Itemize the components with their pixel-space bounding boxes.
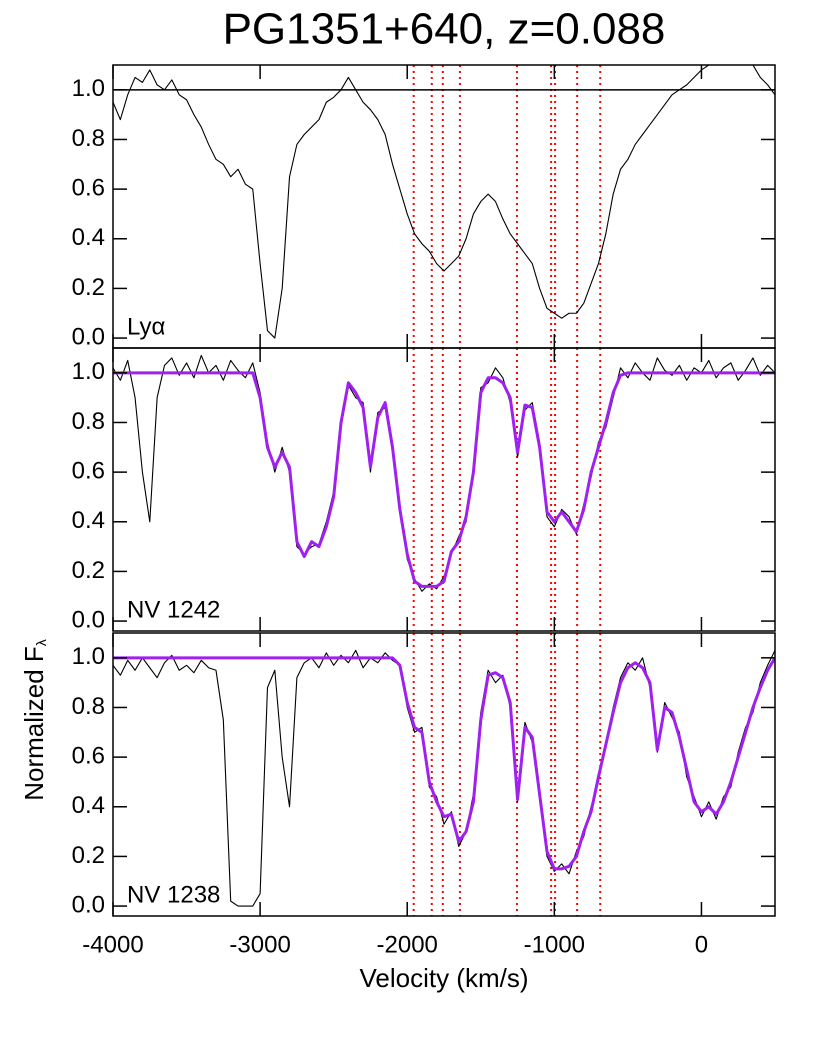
x-tick-label: -4000 — [82, 931, 143, 958]
x-tick-label: -1000 — [524, 931, 585, 958]
panel-label: Lyα — [127, 313, 165, 340]
spectrum-line — [113, 354, 775, 592]
panel-frame — [112, 347, 776, 632]
fit-line — [113, 656, 775, 871]
y-tick-label: 0.4 — [72, 507, 105, 534]
y-axis-label: Normalized Fλ — [19, 639, 49, 801]
panel-frame — [112, 632, 776, 917]
y-tick-label: 1.0 — [72, 643, 105, 670]
fit-line — [113, 371, 775, 588]
panel-plot — [113, 348, 775, 631]
panel-label: NV 1242 — [127, 596, 220, 623]
x-tick-label: 0 — [695, 931, 708, 958]
x-axis-label: Velocity (km/s) — [359, 963, 528, 993]
y-tick-label: 0.2 — [72, 842, 105, 869]
spectrum-line — [113, 649, 775, 907]
y-tick-label: 0.2 — [72, 557, 105, 584]
y-tick-label: 0.8 — [72, 408, 105, 435]
chart-title: PG1351+640, z=0.088 — [223, 5, 666, 54]
y-tick-label: 0.2 — [72, 274, 105, 301]
panel-label: NV 1238 — [127, 881, 220, 908]
y-tick-label: 0.4 — [72, 792, 105, 819]
panel-frame — [112, 64, 776, 349]
panel-plot — [113, 633, 775, 916]
y-tick-label: 0.0 — [72, 606, 105, 633]
y-axis-label-main: Normalized F — [19, 646, 49, 801]
y-tick-label: 0.0 — [72, 323, 105, 350]
y-tick-label: 0.6 — [72, 457, 105, 484]
y-tick-label: 0.6 — [72, 174, 105, 201]
y-axis-label-sub: λ — [33, 639, 49, 646]
panel-plot — [113, 65, 775, 348]
x-tick-label: -2000 — [377, 931, 438, 958]
y-tick-label: 0.6 — [72, 742, 105, 769]
y-tick-label: 1.0 — [72, 358, 105, 385]
y-tick-label: 0.4 — [72, 224, 105, 251]
y-tick-label: 0.0 — [72, 891, 105, 918]
spectrum-line — [113, 65, 775, 339]
y-tick-label: 0.8 — [72, 125, 105, 152]
x-tick-label: -3000 — [229, 931, 290, 958]
y-tick-label: 1.0 — [72, 75, 105, 102]
y-tick-label: 0.8 — [72, 693, 105, 720]
